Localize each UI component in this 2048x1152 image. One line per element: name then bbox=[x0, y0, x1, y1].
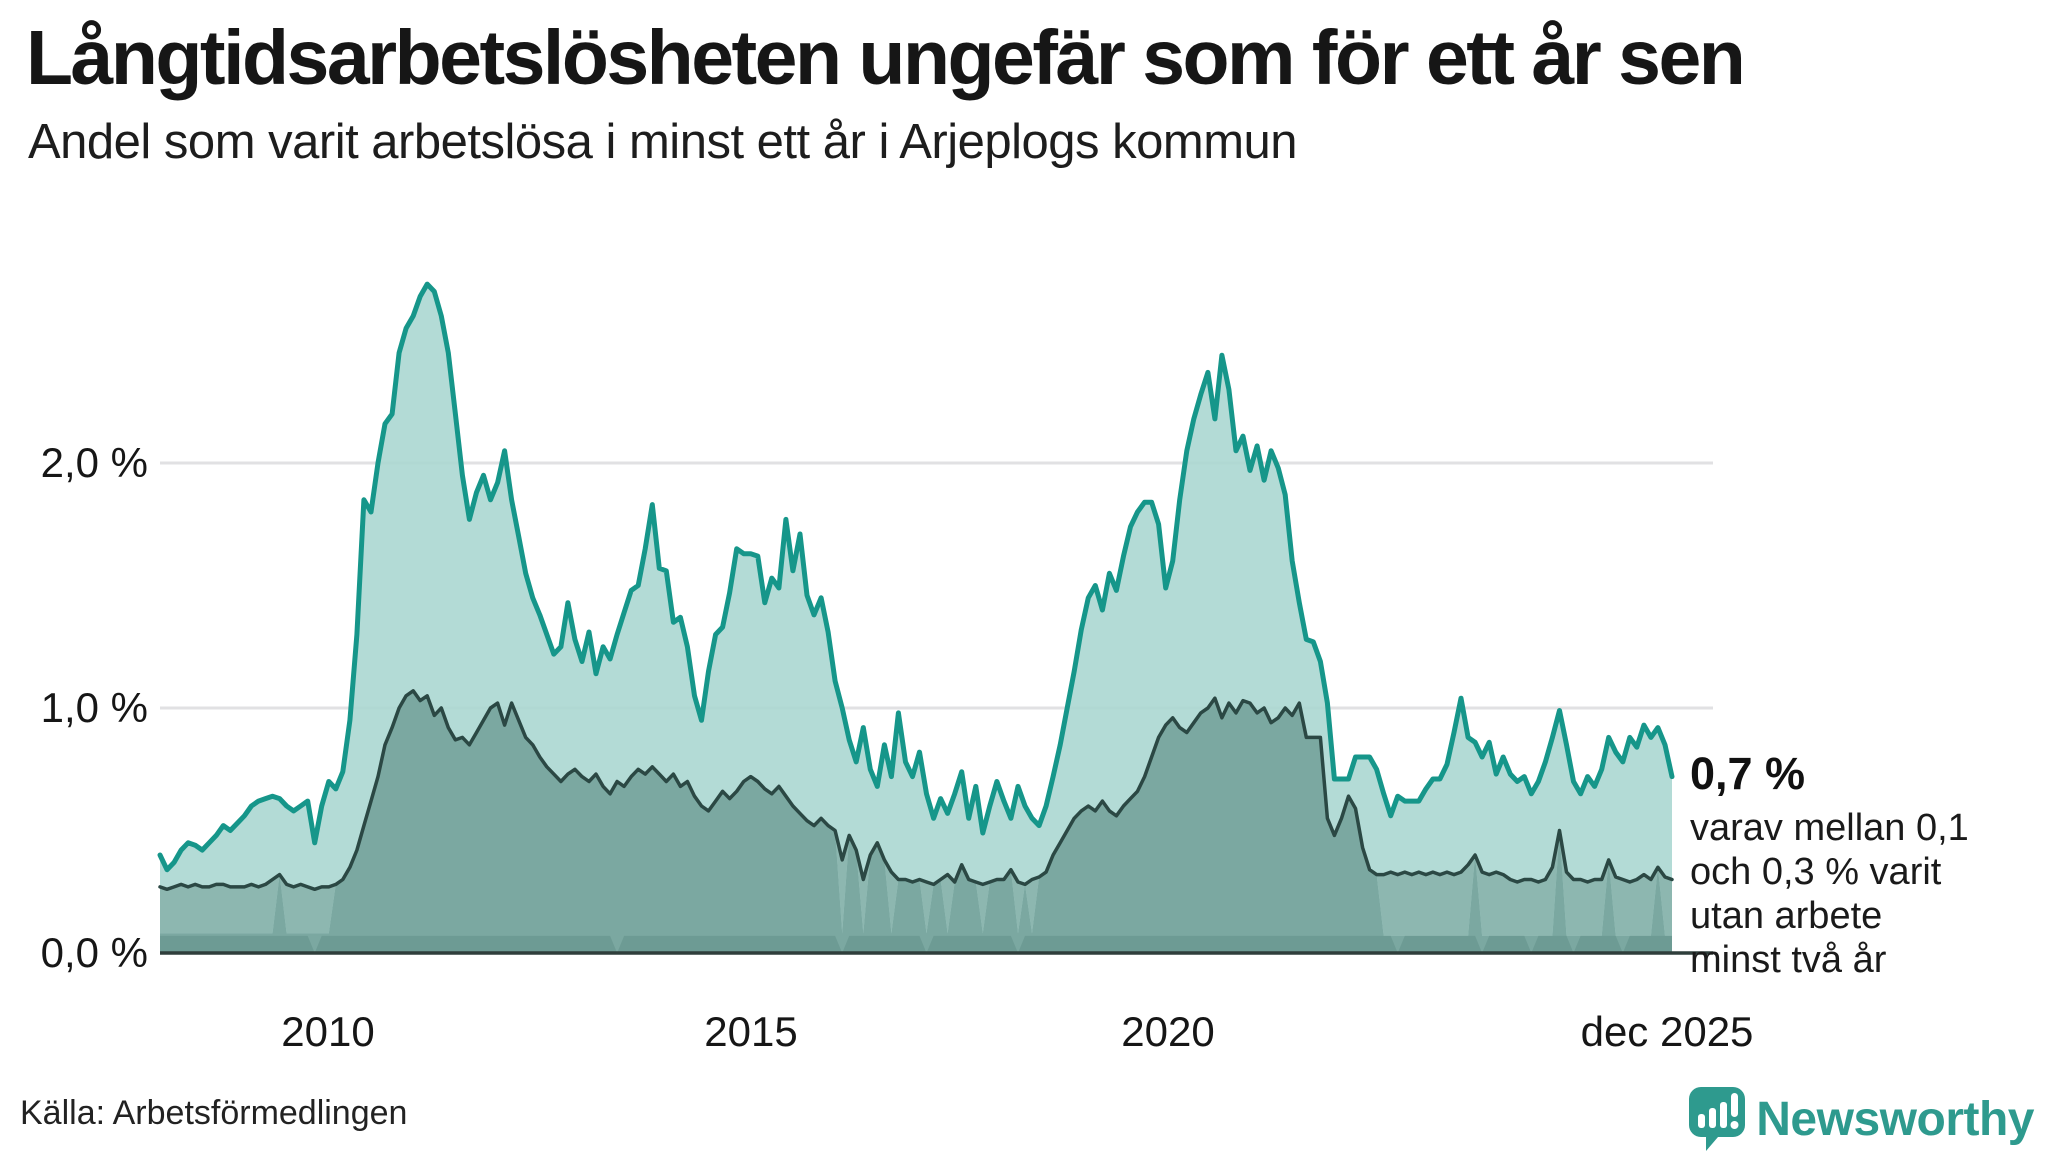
annotation-line-3: utan arbete bbox=[1690, 895, 1883, 937]
y-tick-1: 1,0 % bbox=[40, 684, 148, 731]
y-tick-2: 2,0 % bbox=[40, 439, 148, 486]
newsworthy-logo-text: Newsworthy bbox=[1756, 1092, 2034, 1146]
x-tick-dec-2025: dec 2025 bbox=[1580, 1008, 1754, 1055]
source-label: Källa: Arbetsförmedlingen bbox=[20, 1094, 408, 1132]
newsworthy-logo-icon bbox=[1689, 1087, 1746, 1151]
y-tick-0: 0,0 % bbox=[40, 929, 148, 976]
chart-areas bbox=[160, 284, 1672, 954]
annotation-line-1: varav mellan 0,1 bbox=[1690, 807, 1969, 849]
annotation-line-2: och 0,3 % varit bbox=[1690, 851, 1942, 893]
page-title: Långtidsarbetslösheten ungefär som för e… bbox=[26, 15, 1746, 101]
annotation-line-4: minst två år bbox=[1690, 939, 1887, 981]
latest-value-label: 0,7 % bbox=[1690, 748, 1806, 799]
x-tick-2010: 2010 bbox=[281, 1008, 375, 1055]
x-tick-2020: 2020 bbox=[1121, 1008, 1215, 1055]
annotation-text: varav mellan 0,1 och 0,3 % varit utan ar… bbox=[1690, 806, 1969, 982]
x-tick-2015: 2015 bbox=[704, 1008, 798, 1055]
chart-lines bbox=[157, 281, 1675, 892]
newsworthy-logo: Newsworthy bbox=[1688, 1086, 2034, 1152]
page-subtitle: Andel som varit arbetslösa i minst ett å… bbox=[28, 115, 1298, 169]
